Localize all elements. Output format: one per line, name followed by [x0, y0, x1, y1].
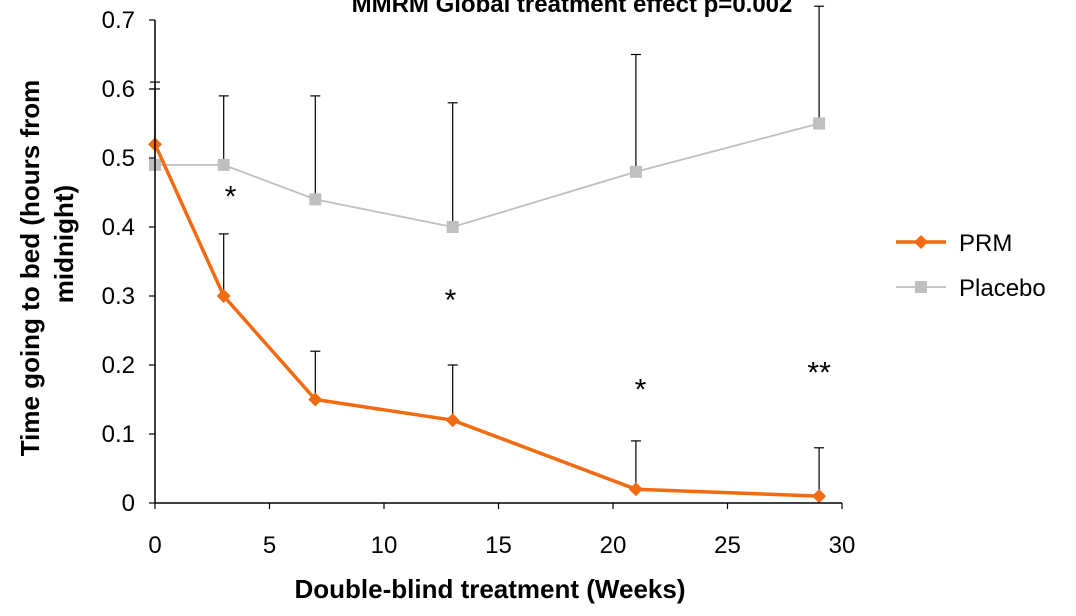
- x-tick-label: 25: [714, 532, 741, 559]
- y-tick-label: 0.4: [102, 214, 135, 241]
- significance-marker: **: [807, 356, 831, 389]
- placebo-point: [629, 165, 642, 178]
- plot-area: [148, 5, 827, 504]
- prm-point: [628, 482, 643, 497]
- chart-title: MMRM Global treatment effect p=0.002: [352, 0, 793, 18]
- legend: PRM Placebo: [896, 230, 1046, 302]
- y-axis-title-line-1: Time going to bed (hours from: [15, 80, 45, 457]
- significance-annotations: *****: [225, 180, 831, 406]
- y-axis-ticks: 0 0.1 0.2 0.3 0.4 0.5 0.6 0.7: [102, 7, 155, 517]
- y-tick-label: 0.2: [102, 352, 135, 379]
- legend-item-prm: PRM: [896, 230, 1012, 257]
- y-tick-label: 0.3: [102, 283, 135, 310]
- x-tick-label: 20: [600, 532, 627, 559]
- prm-line: [153, 143, 820, 498]
- y-tick-label: 0.7: [102, 7, 135, 34]
- x-tick-label: 0: [148, 532, 161, 559]
- placebo-point: [813, 117, 826, 130]
- prm-point: [812, 489, 827, 504]
- x-tick-label: 5: [263, 532, 276, 559]
- legend-label-prm: PRM: [959, 230, 1012, 257]
- x-tick-label: 15: [485, 532, 512, 559]
- prm-point: [216, 289, 231, 303]
- placebo-point: [309, 193, 322, 206]
- y-tick-label: 0: [122, 490, 135, 517]
- x-axis-title: Double-blind treatment (Weeks): [294, 574, 685, 604]
- significance-marker: *: [225, 180, 237, 213]
- legend-item-placebo: Placebo: [896, 275, 1046, 302]
- x-axis-ticks: 0 5 10 15 20 25 30: [148, 503, 855, 559]
- series-prm: [148, 81, 827, 504]
- series-placebo: [149, 5, 826, 233]
- y-axis-title-line-2: midnight): [49, 185, 79, 303]
- y-tick-label: 0.1: [102, 421, 135, 448]
- y-tick-label: 0.6: [102, 76, 135, 103]
- y-axis-title: Time going to bed (hours from midnight): [15, 80, 79, 457]
- placebo-point: [446, 221, 459, 233]
- prm-point: [445, 413, 460, 428]
- legend-swatch-marker: [915, 281, 927, 293]
- prm-point: [308, 392, 323, 407]
- x-tick-label: 30: [829, 532, 856, 559]
- significance-marker: *: [635, 374, 647, 407]
- placebo-line: [155, 122, 820, 228]
- y-tick-label: 0.5: [102, 145, 135, 172]
- placebo-point: [217, 158, 230, 171]
- x-tick-label: 10: [371, 532, 398, 559]
- significance-marker: *: [445, 284, 457, 317]
- legend-swatch-marker: [914, 235, 928, 249]
- legend-label-placebo: Placebo: [959, 275, 1046, 302]
